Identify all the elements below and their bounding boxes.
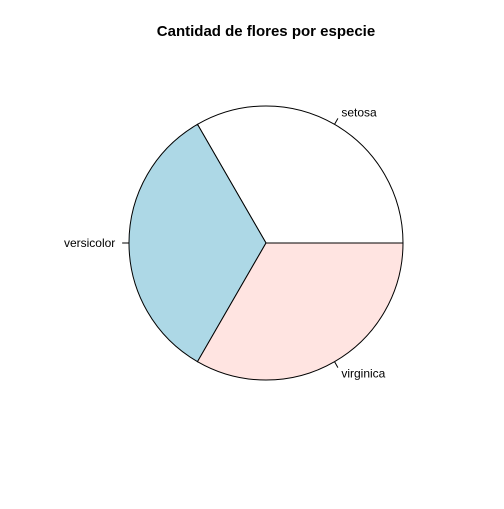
- chart-title: Cantidad de flores por especie: [157, 23, 375, 40]
- pie-labels: setosa versicolor virginica: [64, 105, 386, 380]
- pie-slice-virginica: [196, 242, 404, 381]
- label-tick-virginica: [334, 361, 339, 368]
- pie-label-setosa: setosa: [341, 105, 377, 119]
- pie-label-virginica: virginica: [341, 367, 385, 381]
- pie-slices: [128, 105, 404, 381]
- pie-label-versicolor: versicolor: [64, 236, 115, 250]
- label-tick-setosa: [334, 118, 339, 125]
